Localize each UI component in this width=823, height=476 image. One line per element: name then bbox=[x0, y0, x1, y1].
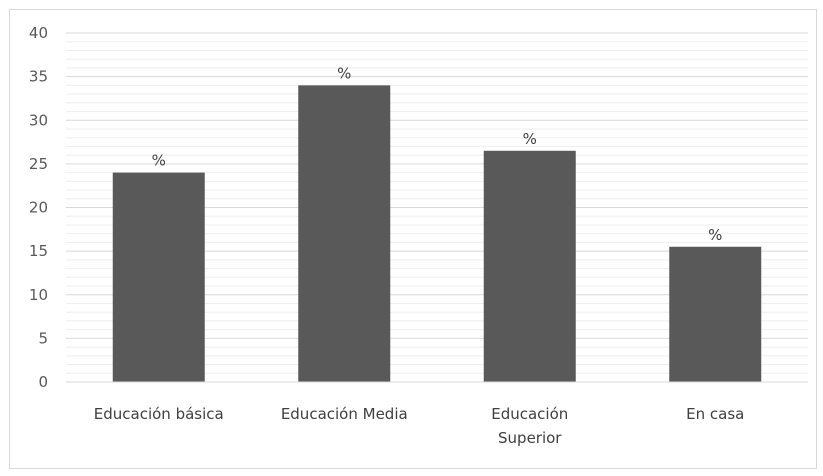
x-category-label-line: Educación Media bbox=[281, 405, 408, 423]
y-axis-tick-labels: 0 5 10 15 20 25 30 35 40 bbox=[29, 24, 48, 391]
x-category-label: En casa bbox=[686, 405, 744, 423]
y-tick-label: 5 bbox=[38, 329, 48, 347]
chart-frame: 0 5 10 15 20 25 30 35 40 %%%% Educación básica Ed… bbox=[9, 9, 817, 469]
y-tick-label: 20 bbox=[29, 199, 48, 217]
y-tick-label: 40 bbox=[29, 24, 48, 42]
bar bbox=[112, 172, 205, 382]
data-labels: %%%% bbox=[152, 64, 723, 243]
y-tick-label: 35 bbox=[29, 68, 48, 86]
x-category-label-line: Educación bbox=[491, 405, 568, 423]
data-label: % bbox=[523, 130, 537, 148]
y-tick-label: 25 bbox=[29, 155, 48, 173]
x-category-label-line: Superior bbox=[498, 429, 562, 447]
x-category-label: Educación básica bbox=[94, 405, 224, 423]
data-label: % bbox=[337, 64, 351, 82]
x-category-label: Educación Superior bbox=[491, 405, 568, 447]
bar bbox=[483, 150, 576, 382]
y-tick-label: 0 bbox=[38, 373, 48, 391]
y-tick-label: 15 bbox=[29, 242, 48, 260]
bars bbox=[112, 85, 762, 382]
y-tick-label: 30 bbox=[29, 111, 48, 129]
x-category-label: Educación Media bbox=[281, 405, 408, 423]
y-tick-label: 10 bbox=[29, 286, 48, 304]
bar bbox=[298, 85, 391, 382]
x-category-label-line: Educación básica bbox=[94, 405, 224, 423]
x-category-label-line: En casa bbox=[686, 405, 744, 423]
bar bbox=[669, 246, 762, 382]
data-label: % bbox=[708, 226, 722, 244]
x-axis-category-labels: Educación básica Educación Media Educación… bbox=[94, 405, 745, 447]
data-label: % bbox=[152, 152, 166, 170]
